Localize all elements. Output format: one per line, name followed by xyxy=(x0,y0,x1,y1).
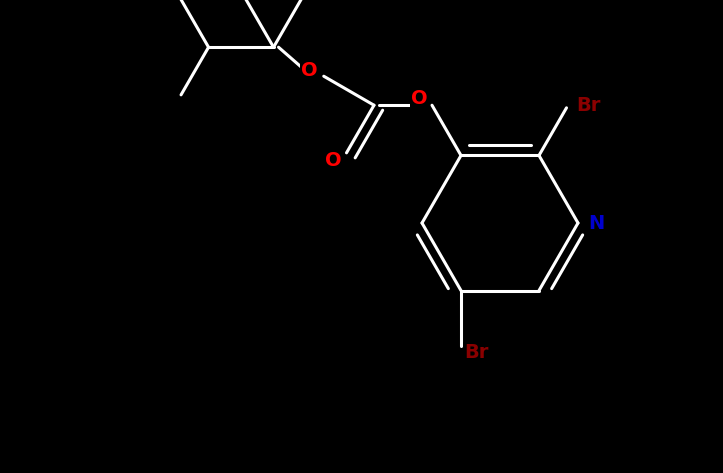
Text: O: O xyxy=(301,61,318,80)
Text: O: O xyxy=(325,151,342,170)
Text: O: O xyxy=(411,89,427,108)
Text: Br: Br xyxy=(464,343,488,362)
Text: N: N xyxy=(588,213,604,233)
Text: Br: Br xyxy=(576,96,601,115)
